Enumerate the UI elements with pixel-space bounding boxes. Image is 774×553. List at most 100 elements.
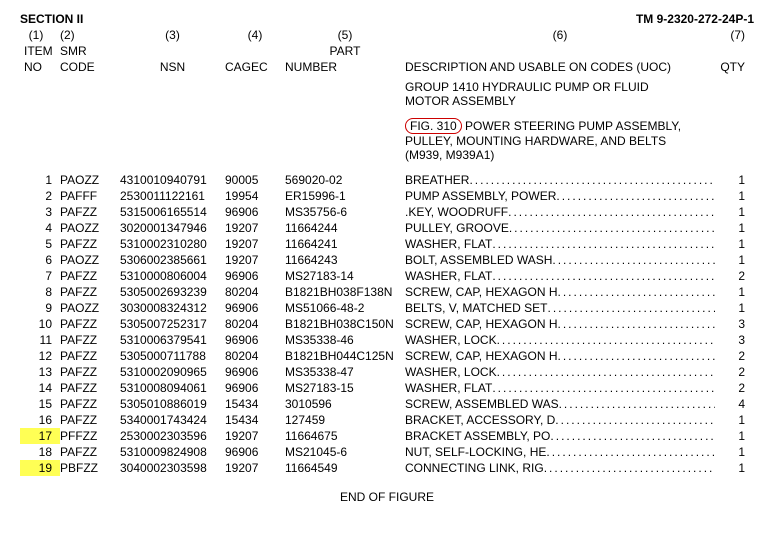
cell-nsn: 2530002303596 (120, 428, 225, 444)
collabel2-nsn: NSN (120, 60, 225, 74)
cell-cagec: 80204 (225, 348, 285, 364)
cell-desc: WASHER, FLAT (405, 380, 715, 396)
cell-item: 3 (20, 204, 60, 220)
cell-item: 15 (20, 396, 60, 412)
table-row: 1PAOZZ431001094079190005569020-02BREATHE… (20, 172, 754, 188)
cell-nsn: 5310008094061 (120, 380, 225, 396)
cell-item: 4 (20, 220, 60, 236)
cell-cagec: 15434 (225, 396, 285, 412)
colnum-3: (3) (120, 28, 225, 42)
group-line1: GROUP 1410 HYDRAULIC PUMP OR FLUID (405, 80, 715, 94)
cell-qty: 2 (715, 348, 745, 364)
cell-nsn: 3040002303598 (120, 460, 225, 476)
cell-smr: PAFZZ (60, 316, 120, 332)
cell-qty: 1 (715, 300, 745, 316)
collabel-cagec (225, 44, 285, 58)
colnum-4: (4) (225, 28, 285, 42)
cell-item: 8 (20, 284, 60, 300)
cell-nsn: 5310006379541 (120, 332, 225, 348)
table-row: 13PAFZZ531000209096596906MS35338-47WASHE… (20, 364, 754, 380)
colnum-6: (6) (405, 28, 715, 42)
cell-item: 19 (20, 460, 60, 476)
cell-smr: PAFZZ (60, 380, 120, 396)
collabel-qty (715, 44, 745, 58)
table-row: 14PAFZZ531000809406196906MS27183-15WASHE… (20, 380, 754, 396)
collabel2-qty: QTY (715, 60, 745, 74)
cell-desc: WASHER, LOCK (405, 332, 715, 348)
collabel-item: ITEM (20, 44, 60, 58)
table-row: 7PAFZZ531000080600496906MS27183-14WASHER… (20, 268, 754, 284)
cell-smr: PAFZZ (60, 284, 120, 300)
table-row: 9PAOZZ303000832431296906MS51066-48-2BELT… (20, 300, 754, 316)
cell-part: MS35338-47 (285, 364, 405, 380)
cell-qty: 1 (715, 460, 745, 476)
cell-item: 6 (20, 252, 60, 268)
cell-desc: WASHER, FLAT (405, 268, 715, 284)
cell-smr: PAFZZ (60, 348, 120, 364)
cell-smr: PAFZZ (60, 364, 120, 380)
fig-line-2: PULLEY, MOUNTING HARDWARE, AND BELTS (405, 134, 715, 148)
collabel2-smr: CODE (60, 60, 120, 74)
cell-part: 11664549 (285, 460, 405, 476)
colnum-2: (2) (60, 28, 120, 42)
cell-qty: 1 (715, 284, 745, 300)
cell-qty: 2 (715, 268, 745, 284)
cell-desc: .KEY, WOODRUFF (405, 204, 715, 220)
group-line2: MOTOR ASSEMBLY (405, 94, 715, 108)
cell-smr: PAFZZ (60, 236, 120, 252)
table-row: 15PAFZZ5305010886019154343010596SCREW, A… (20, 396, 754, 412)
cell-cagec: 96906 (225, 300, 285, 316)
cell-item: 9 (20, 300, 60, 316)
cell-desc: BRACKET ASSEMBLY, PO (405, 428, 715, 444)
cell-part: MS27183-14 (285, 268, 405, 284)
cell-qty: 1 (715, 236, 745, 252)
collabel-nsn (120, 44, 225, 58)
cell-nsn: 5305000711788 (120, 348, 225, 364)
cell-smr: PAFZZ (60, 412, 120, 428)
cell-part: MS51066-48-2 (285, 300, 405, 316)
cell-cagec: 19207 (225, 252, 285, 268)
cell-nsn: 5310000806004 (120, 268, 225, 284)
collabel-part: PART (285, 44, 405, 58)
fig-line-3: (M939, M939A1) (405, 148, 715, 162)
cell-nsn: 5310002310280 (120, 236, 225, 252)
end-of-figure: END OF FIGURE (20, 490, 754, 504)
cell-cagec: 96906 (225, 444, 285, 460)
table-row: 11PAFZZ531000637954196906MS35338-46WASHE… (20, 332, 754, 348)
cell-smr: PAFZZ (60, 204, 120, 220)
cell-part: 11664675 (285, 428, 405, 444)
cell-item: 2 (20, 188, 60, 204)
table-row: 6PAOZZ53060023856611920711664243BOLT, AS… (20, 252, 754, 268)
cell-desc: WASHER, LOCK (405, 364, 715, 380)
cell-smr: PAFZZ (60, 396, 120, 412)
table-row: 5PAFZZ53100023102801920711664241WASHER, … (20, 236, 754, 252)
table-row: 17PFFZZ25300023035961920711664675BRACKET… (20, 428, 754, 444)
section-label: SECTION II (20, 12, 83, 26)
colnum-7: (7) (715, 28, 745, 42)
cell-cagec: 19207 (225, 236, 285, 252)
cell-smr: PAOZZ (60, 300, 120, 316)
cell-part: 11664244 (285, 220, 405, 236)
cell-nsn: 5305010886019 (120, 396, 225, 412)
cell-item: 12 (20, 348, 60, 364)
cell-nsn: 5306002385661 (120, 252, 225, 268)
cell-cagec: 90005 (225, 172, 285, 188)
cell-desc: PUMP ASSEMBLY, POWER (405, 188, 715, 204)
group-block: GROUP 1410 HYDRAULIC PUMP OR FLUID MOTOR… (405, 80, 715, 162)
cell-nsn: 5340001743424 (120, 412, 225, 428)
cell-cagec: 19207 (225, 460, 285, 476)
cell-desc: CONNECTING LINK, RIG (405, 460, 715, 476)
table-row: 19PBFZZ30400023035981920711664549CONNECT… (20, 460, 754, 476)
cell-cagec: 80204 (225, 316, 285, 332)
table-row: 16PAFZZ534000174342415434127459BRACKET, … (20, 412, 754, 428)
table-row: 18PAFZZ531000982490896906MS21045-6NUT, S… (20, 444, 754, 460)
cell-item: 10 (20, 316, 60, 332)
cell-part: B1821BH038F138N (285, 284, 405, 300)
cell-nsn: 3030008324312 (120, 300, 225, 316)
cell-qty: 1 (715, 412, 745, 428)
cell-part: 11664241 (285, 236, 405, 252)
table-row: 3PAFZZ531500616551496906MS35756-6.KEY, W… (20, 204, 754, 220)
cell-item: 1 (20, 172, 60, 188)
cell-smr: PBFZZ (60, 460, 120, 476)
cell-cagec: 96906 (225, 204, 285, 220)
